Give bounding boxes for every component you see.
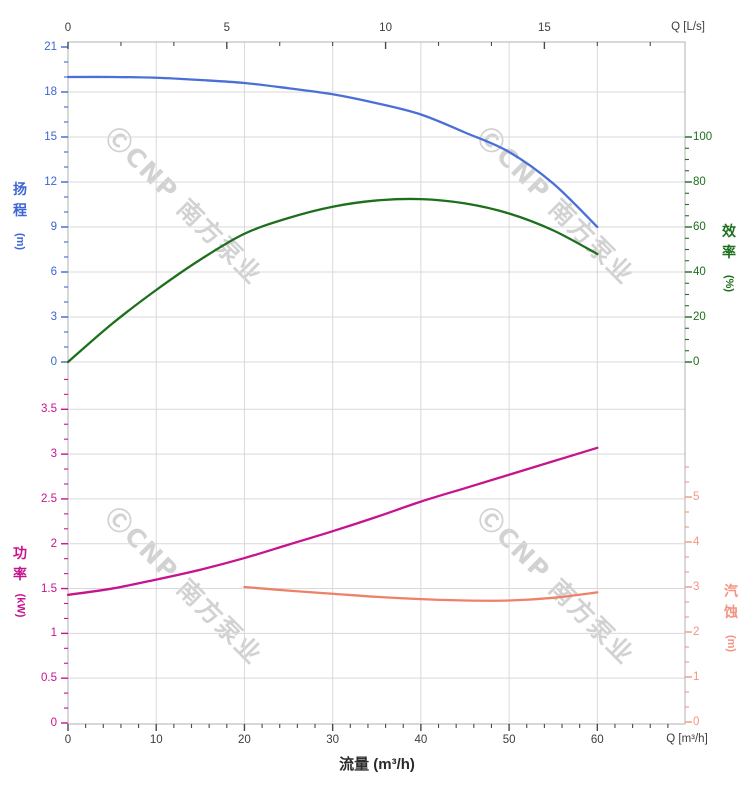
axis-tick-label: 0	[693, 716, 700, 728]
axis-tick-label: 15	[44, 131, 57, 143]
axis-tick-label: 1	[693, 671, 700, 683]
axis-tick-label: 5	[223, 22, 230, 34]
axis-tick-label: 6	[50, 266, 57, 278]
axis-tick-label: 60	[590, 734, 604, 746]
axis-tick-label: 20	[693, 311, 706, 323]
axis-tick-label: 30	[326, 734, 340, 746]
axis-tick-label: 10	[149, 734, 163, 746]
axis-tick-label: 5	[693, 491, 700, 503]
npsh-axis-char: 汽	[724, 583, 738, 599]
efficiency-axis-char: 效	[722, 223, 736, 239]
axis-tick-label: 1	[50, 627, 57, 640]
x-axis-title: 流量 (m³/h)	[339, 756, 415, 773]
axis-tick-label: 0	[50, 356, 57, 368]
axis-tick-label: 0.5	[41, 672, 57, 685]
axis-tick-label: 21	[44, 41, 57, 53]
axis-tick-label: 2	[693, 626, 700, 638]
axis-tick-label: 0	[693, 356, 700, 368]
axis-tick-label: 9	[50, 221, 57, 233]
axis-tick-label: 18	[44, 86, 57, 98]
npsh-curve	[243, 585, 599, 602]
axis-tick-label: 3	[693, 581, 700, 593]
efficiency-axis-char: 率	[722, 244, 736, 260]
efficiency-curve	[66, 197, 599, 364]
npsh-axis-unit: (m)	[725, 634, 738, 652]
axis-tick-label: 2.5	[41, 492, 57, 505]
axis-tick-label: 2	[50, 537, 57, 550]
axis-tick-label: 3	[50, 311, 57, 323]
efficiency-axis-unit: (%)	[723, 274, 736, 292]
axis-tick-label: 3	[50, 448, 57, 461]
axis-tick-label: 0	[64, 734, 72, 746]
top-axis-unit-label: Q [L/s]	[671, 21, 705, 33]
axis-tick-label: 80	[693, 176, 706, 188]
axis-tick-label: 60	[693, 221, 706, 233]
head-axis-title: 扬 程 (m)	[5, 179, 35, 261]
axis-tick-label: 0	[50, 717, 57, 729]
head-curve	[66, 75, 599, 229]
efficiency-axis-title: 效 率 (%)	[714, 221, 744, 303]
axis-tick-label: 3.5	[41, 403, 57, 416]
axis-tick-label: 100	[693, 131, 713, 143]
axis-tick-label: 4	[693, 536, 700, 548]
axis-tick-label: 10	[379, 22, 392, 34]
plot-frame	[67, 41, 686, 725]
power-axis-title: 功 率 (kW)	[5, 543, 35, 625]
axis-tick-label: 40	[414, 734, 428, 746]
power-axis-unit: (kW)	[14, 593, 27, 617]
power-axis-char: 率	[13, 566, 27, 582]
axis-tick-label: 12	[44, 176, 57, 188]
head-axis-char: 程	[13, 202, 27, 218]
head-axis-char: 扬	[13, 181, 27, 197]
axis-tick-label: 1.5	[41, 582, 57, 595]
axis-tick-label: 40	[693, 266, 706, 278]
npsh-axis-char: 蚀	[724, 604, 738, 620]
npsh-axis-title: 汽 蚀 (m)	[716, 581, 746, 663]
axis-tick-label: 50	[502, 734, 516, 746]
power-axis-char: 功	[13, 545, 27, 561]
axis-tick-label: 15	[537, 22, 551, 34]
power-curve	[66, 446, 599, 596]
axis-tick-label: 0	[64, 22, 72, 34]
head-axis-unit: (m)	[14, 232, 27, 250]
bottom-axis-unit-label: Q [m³/h]	[666, 733, 708, 745]
axis-tick-label: 20	[238, 734, 251, 746]
